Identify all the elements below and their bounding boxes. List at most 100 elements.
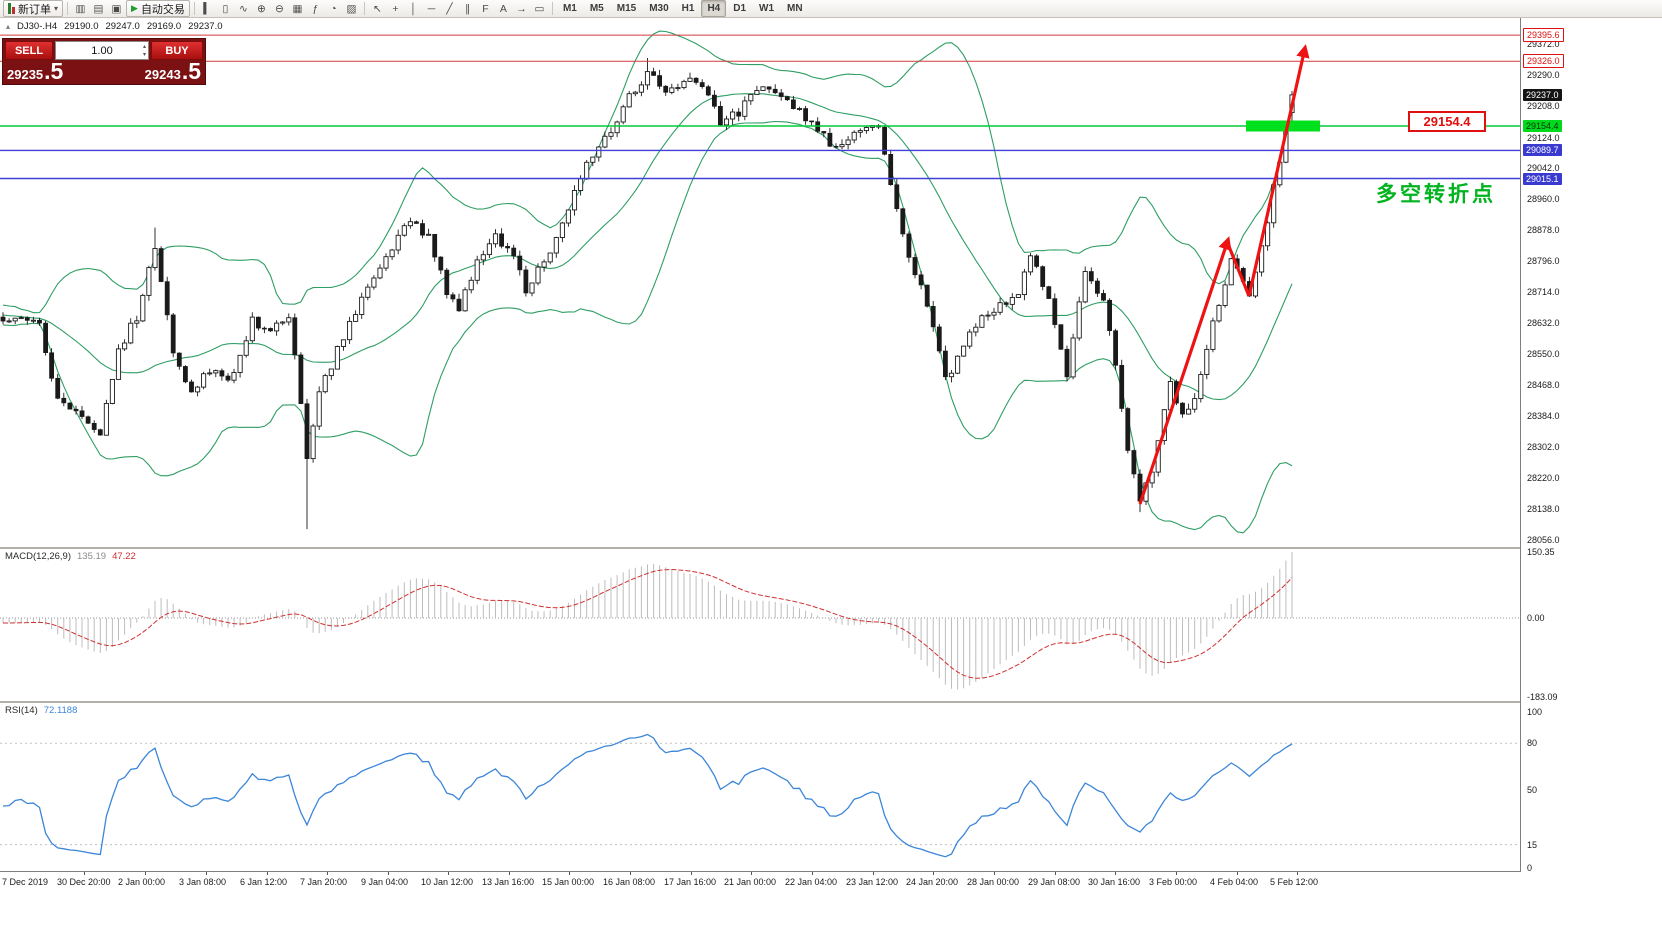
toolbar-group-drawing: ↖ + │ ─ ╱ ∥ F A → ▭ (369, 1, 548, 16)
time-axis-tick (388, 872, 389, 875)
ohlc-close: 29237.0 (188, 21, 223, 32)
zoom-in-icon[interactable]: ⊕ (257, 2, 266, 15)
bar-chart-icon[interactable]: ▍ (203, 2, 212, 15)
price-chart-svg[interactable] (0, 18, 1520, 547)
macd-scale-label: -183.09 (1527, 692, 1558, 702)
time-axis-label: 10 Jan 12:00 (421, 877, 474, 887)
macd-signal-line (3, 568, 1293, 679)
macd-svg[interactable] (0, 549, 1520, 701)
panel-divider[interactable] (0, 701, 1662, 703)
timeframe-d1[interactable]: D1 (733, 3, 747, 14)
time-axis-label: 28 Jan 00:00 (967, 877, 1020, 887)
lot-increase-button[interactable]: ▴ (142, 44, 146, 50)
macd-name: MACD(12,26,9) (5, 551, 71, 562)
toolbar-separator (193, 2, 195, 15)
timeframe-h4[interactable]: H4 (701, 0, 727, 17)
new-order-button[interactable]: 新订单 ▾ (3, 0, 64, 17)
sell-price: 29235.5 (7, 58, 64, 84)
channel-icon[interactable]: ∥ (464, 2, 471, 15)
trend-arrow (1226, 243, 1251, 297)
timeframe-w1[interactable]: W1 (759, 3, 775, 14)
templates-icon[interactable]: ▨ (346, 2, 357, 15)
timeframe-mn[interactable]: MN (787, 3, 803, 14)
vertical-line-icon[interactable]: │ (410, 2, 417, 15)
time-axis[interactable]: 7 Dec 2019 30 Dec 20:00 2 Jan 00:00 3 Jan 0… (0, 871, 1662, 892)
ohlc-open: 29190.0 (64, 21, 99, 32)
sell-button[interactable]: SELL (5, 41, 53, 60)
periods-icon[interactable]: ◔ (330, 2, 337, 15)
time-axis-label: 3 Feb 00:00 (1149, 877, 1198, 887)
buy-price: 29243.5 (144, 58, 201, 84)
new-order-label: 新订单 (18, 3, 51, 16)
time-axis-tick (509, 872, 510, 875)
shapes-icon[interactable]: ▭ (534, 2, 545, 15)
profiles-icon[interactable]: ▤ (93, 2, 104, 15)
time-axis-tick (751, 872, 752, 875)
time-axis-label: 21 Jan 00:00 (724, 877, 777, 887)
trend-arrow (1247, 44, 1310, 297)
timeframe-m1[interactable]: M1 (562, 3, 577, 14)
rsi-panel[interactable] (0, 703, 1520, 871)
timeframe-m30[interactable]: M30 (649, 3, 669, 14)
rsi-svg[interactable] (0, 703, 1520, 871)
horizontal-line-icon[interactable]: ─ (427, 2, 436, 15)
price-scale-label: 28632.0 (1527, 317, 1560, 328)
ohlc-high: 29247.0 (105, 21, 140, 32)
price-scale[interactable]: 29372.0 29290.0 29208.0 29124.0 29042.0 28960… (1520, 18, 1662, 873)
time-axis-tick (873, 872, 874, 875)
time-axis-tick (630, 872, 631, 875)
macd-main-value: 135.19 (77, 551, 107, 562)
trend-arrow (1138, 236, 1232, 505)
crosshair-icon[interactable]: + (392, 2, 399, 15)
lot-size-field[interactable]: 1.00 ▴ ▾ (55, 41, 149, 60)
macd-scale-label: 150.35 (1527, 547, 1555, 557)
price-scale-label: 28796.0 (1527, 256, 1560, 267)
autotrading-button[interactable]: ▶ 自动交易 (126, 0, 190, 17)
time-axis-tick (691, 872, 692, 875)
time-axis-label: 3 Jan 08:00 (179, 877, 227, 887)
lot-decrease-button[interactable]: ▾ (142, 52, 146, 58)
indicators-icon[interactable]: ƒ (312, 2, 319, 15)
new-chart-icon[interactable]: ▥ (75, 2, 86, 15)
price-scale-label: 29124.0 (1527, 132, 1560, 143)
main-chart-canvas[interactable] (0, 18, 1520, 547)
rsi-value: 72.1188 (43, 705, 78, 716)
rsi-label: RSI(14) 72.1188 (5, 705, 77, 716)
navigator-icon[interactable]: ▣ (111, 2, 122, 15)
time-axis-label: 17 Jan 16:00 (664, 877, 717, 887)
price-scale-label: 28960.0 (1527, 194, 1560, 205)
time-axis-tick (1176, 872, 1177, 875)
one-click-trading-panel: SELL 1.00 ▴ ▾ BUY 29235.5 29243.5 (2, 38, 206, 85)
timeframe-h1[interactable]: H1 (681, 3, 695, 14)
toolbar: 新订单 ▾ ▥ ▤ ▣ ▶ 自动交易 ▍ ▯ ∿ ⊕ ⊖ ▦ ƒ ◔ ▨ ↖ + │ ─ ╱ ∥ F A → ▭ M1… (0, 0, 1662, 18)
bull-candles (6, 71, 1295, 502)
cursor-icon[interactable]: ↖ (373, 2, 382, 15)
bear-candles (0, 71, 1252, 502)
price-scale-label: 29372.0 (1527, 39, 1560, 49)
rsi-scale-label: 80 (1527, 738, 1538, 748)
tile-windows-icon[interactable]: ▦ (292, 2, 303, 15)
text-icon[interactable]: A (499, 2, 507, 15)
price-tag-red: 29395.6 (1523, 28, 1564, 43)
macd-panel[interactable] (0, 549, 1520, 701)
timeframe-m15[interactable]: M15 (616, 3, 637, 14)
time-axis-tick (145, 872, 146, 875)
arrow-icon[interactable]: → (516, 2, 527, 15)
candlestick-chart-icon[interactable]: ▯ (222, 2, 229, 15)
panel-divider[interactable] (0, 547, 1662, 549)
timeframe-m5[interactable]: M5 (589, 3, 604, 14)
trendline-icon[interactable]: ╱ (446, 2, 453, 15)
line-chart-icon[interactable]: ∿ (239, 2, 248, 15)
macd-histogram (2, 552, 1293, 690)
time-axis-tick (1055, 872, 1056, 875)
time-axis-label: 6 Jan 12:00 (240, 877, 288, 887)
macd-signal-value: 47.22 (112, 551, 136, 562)
zoom-out-icon[interactable]: ⊖ (275, 2, 284, 15)
time-axis-tick (933, 872, 934, 875)
fibonacci-icon[interactable]: F (482, 2, 489, 15)
buy-button[interactable]: BUY (151, 41, 203, 60)
price-scale-label: 29042.0 (1527, 163, 1560, 174)
time-axis-tick (569, 872, 570, 875)
time-axis-tick (812, 872, 813, 875)
